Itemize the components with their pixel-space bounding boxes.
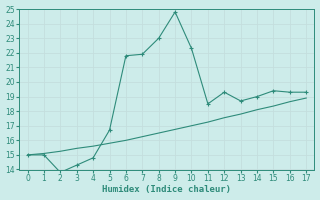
X-axis label: Humidex (Indice chaleur): Humidex (Indice chaleur) bbox=[102, 185, 231, 194]
